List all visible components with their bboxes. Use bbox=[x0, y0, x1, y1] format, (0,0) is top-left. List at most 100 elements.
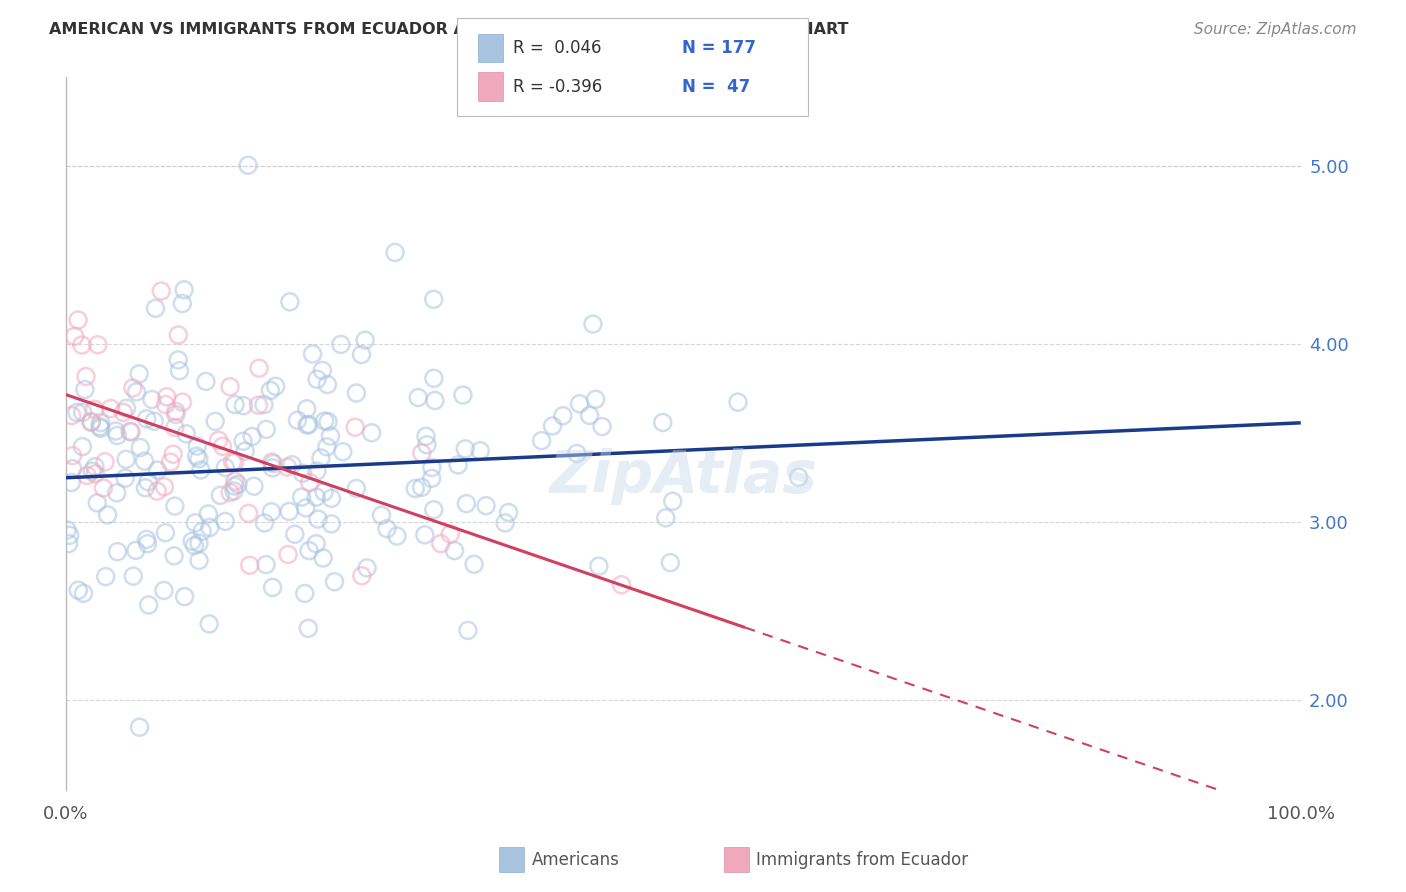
Point bbox=[259, 384, 281, 398]
Point bbox=[188, 553, 211, 567]
Point bbox=[262, 457, 284, 471]
Point bbox=[551, 409, 574, 423]
Point bbox=[183, 539, 205, 553]
Point bbox=[475, 499, 498, 513]
Point bbox=[309, 450, 332, 465]
Point bbox=[105, 486, 128, 500]
Point bbox=[329, 337, 352, 351]
Point bbox=[191, 524, 214, 539]
Point bbox=[115, 452, 138, 467]
Point bbox=[456, 497, 478, 511]
Point bbox=[136, 537, 159, 551]
Point bbox=[73, 383, 96, 397]
Point bbox=[787, 470, 810, 484]
Point bbox=[146, 463, 169, 477]
Point bbox=[307, 372, 329, 386]
Point bbox=[311, 363, 333, 377]
Point bbox=[163, 420, 186, 434]
Point bbox=[406, 391, 429, 405]
Point bbox=[298, 417, 321, 432]
Point bbox=[316, 377, 339, 392]
Point bbox=[114, 471, 136, 485]
Point bbox=[439, 527, 461, 541]
Point bbox=[278, 294, 301, 309]
Point bbox=[413, 528, 436, 542]
Point bbox=[165, 404, 187, 418]
Point bbox=[118, 425, 141, 439]
Point bbox=[138, 598, 160, 612]
Point bbox=[70, 338, 93, 352]
Text: Source: ZipAtlas.com: Source: ZipAtlas.com bbox=[1194, 22, 1357, 37]
Point bbox=[62, 449, 84, 463]
Point bbox=[162, 447, 184, 461]
Point bbox=[240, 429, 263, 443]
Point bbox=[72, 405, 94, 419]
Text: Immigrants from Ecuador: Immigrants from Ecuador bbox=[756, 851, 969, 869]
Point bbox=[254, 558, 277, 572]
Point bbox=[423, 393, 446, 408]
Point bbox=[236, 158, 259, 172]
Point bbox=[159, 455, 181, 469]
Point bbox=[198, 616, 221, 631]
Point bbox=[224, 474, 246, 488]
Point bbox=[454, 442, 477, 456]
Point bbox=[120, 425, 142, 439]
Point bbox=[430, 536, 453, 550]
Point bbox=[172, 296, 194, 310]
Point bbox=[319, 429, 342, 443]
Point bbox=[344, 386, 367, 401]
Point bbox=[155, 525, 177, 540]
Point bbox=[62, 461, 84, 475]
Point bbox=[276, 460, 298, 475]
Point bbox=[219, 485, 242, 500]
Point bbox=[93, 481, 115, 495]
Point bbox=[294, 586, 316, 600]
Point bbox=[423, 502, 446, 516]
Point bbox=[651, 416, 673, 430]
Point bbox=[219, 380, 242, 394]
Point bbox=[75, 369, 97, 384]
Point bbox=[90, 421, 112, 435]
Point bbox=[661, 494, 683, 508]
Point bbox=[582, 317, 605, 331]
Point bbox=[568, 397, 591, 411]
Point bbox=[260, 505, 283, 519]
Point bbox=[135, 412, 157, 426]
Point bbox=[94, 455, 117, 469]
Point bbox=[155, 397, 177, 411]
Point bbox=[194, 375, 217, 389]
Point bbox=[295, 418, 318, 433]
Point bbox=[60, 475, 83, 490]
Point bbox=[165, 408, 187, 422]
Point bbox=[312, 551, 335, 566]
Point bbox=[188, 536, 211, 550]
Point bbox=[404, 482, 426, 496]
Point bbox=[207, 434, 229, 448]
Point bbox=[314, 485, 336, 500]
Text: N = 177: N = 177 bbox=[682, 39, 756, 57]
Point bbox=[463, 558, 485, 572]
Point bbox=[84, 467, 107, 481]
Point bbox=[122, 381, 145, 395]
Point bbox=[415, 429, 437, 443]
Point bbox=[423, 371, 446, 385]
Point bbox=[67, 313, 90, 327]
Point bbox=[125, 543, 148, 558]
Point bbox=[451, 388, 474, 402]
Point bbox=[153, 480, 176, 494]
Point bbox=[59, 528, 82, 542]
Point bbox=[422, 293, 444, 307]
Point bbox=[134, 481, 156, 495]
Point bbox=[262, 581, 284, 595]
Point bbox=[610, 578, 633, 592]
Point bbox=[262, 460, 284, 475]
Point bbox=[129, 441, 152, 455]
Point bbox=[80, 415, 103, 429]
Point bbox=[58, 536, 80, 550]
Point bbox=[187, 451, 209, 466]
Point bbox=[72, 440, 94, 454]
Point bbox=[128, 720, 150, 734]
Point bbox=[173, 283, 195, 297]
Point bbox=[239, 558, 262, 573]
Point bbox=[344, 482, 367, 496]
